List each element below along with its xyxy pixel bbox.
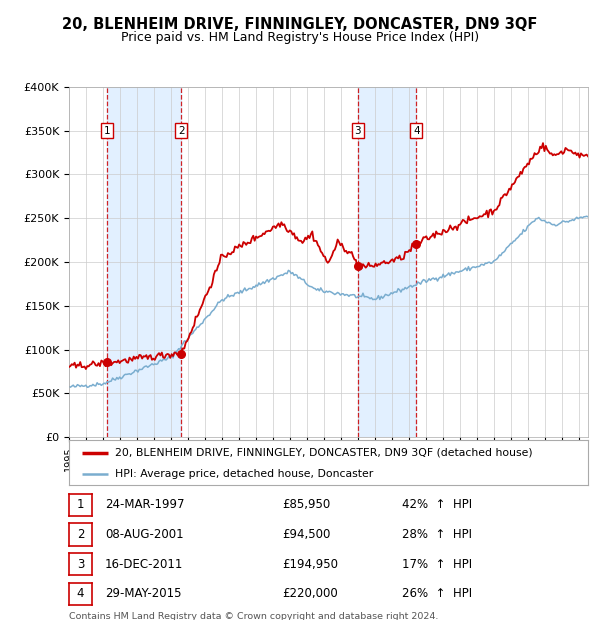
- Text: Price paid vs. HM Land Registry's House Price Index (HPI): Price paid vs. HM Land Registry's House …: [121, 31, 479, 44]
- Text: 20, BLENHEIM DRIVE, FINNINGLEY, DONCASTER, DN9 3QF (detached house): 20, BLENHEIM DRIVE, FINNINGLEY, DONCASTE…: [115, 448, 532, 458]
- Text: 20, BLENHEIM DRIVE, FINNINGLEY, DONCASTER, DN9 3QF: 20, BLENHEIM DRIVE, FINNINGLEY, DONCASTE…: [62, 17, 538, 32]
- Text: £94,500: £94,500: [282, 528, 331, 541]
- Bar: [107, 87, 181, 437]
- Text: 29-MAY-2015: 29-MAY-2015: [105, 588, 182, 600]
- Text: £220,000: £220,000: [282, 588, 338, 600]
- Text: 2: 2: [178, 126, 185, 136]
- Text: 4: 4: [413, 126, 419, 136]
- Text: 4: 4: [77, 588, 84, 600]
- Text: 28%  ↑  HPI: 28% ↑ HPI: [402, 528, 472, 541]
- Text: HPI: Average price, detached house, Doncaster: HPI: Average price, detached house, Donc…: [115, 469, 373, 479]
- Text: 3: 3: [77, 558, 84, 570]
- Text: 2: 2: [77, 528, 84, 541]
- Text: 17%  ↑  HPI: 17% ↑ HPI: [402, 558, 472, 570]
- Text: £194,950: £194,950: [282, 558, 338, 570]
- Text: Contains HM Land Registry data © Crown copyright and database right 2024.: Contains HM Land Registry data © Crown c…: [69, 612, 439, 620]
- Bar: [358, 87, 416, 437]
- Text: 16-DEC-2011: 16-DEC-2011: [105, 558, 184, 570]
- Text: 1: 1: [104, 126, 110, 136]
- Text: 24-MAR-1997: 24-MAR-1997: [105, 498, 185, 511]
- Text: 3: 3: [354, 126, 361, 136]
- Text: 26%  ↑  HPI: 26% ↑ HPI: [402, 588, 472, 600]
- Text: £85,950: £85,950: [282, 498, 330, 511]
- Text: 08-AUG-2001: 08-AUG-2001: [105, 528, 184, 541]
- Text: 42%  ↑  HPI: 42% ↑ HPI: [402, 498, 472, 511]
- Text: 1: 1: [77, 498, 84, 511]
